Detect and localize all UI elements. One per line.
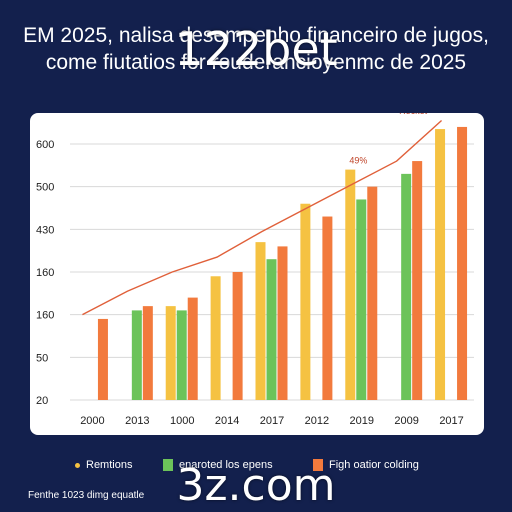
- bar-1: [345, 169, 356, 400]
- annotation-label: Rocket: [399, 113, 428, 116]
- legend-item-2: enaroted los epens: [163, 459, 273, 471]
- x-tick-label: 2017: [260, 415, 284, 427]
- y-tick-label: 160: [36, 310, 54, 322]
- x-tick-label: 2013: [125, 415, 149, 427]
- legend-swatch-1: [75, 462, 80, 468]
- bar-3: [412, 161, 423, 400]
- x-tick-label: 2019: [350, 415, 374, 427]
- legend-label-3: Figh oatior colding: [329, 459, 419, 471]
- bar-1: [300, 203, 311, 400]
- y-tick-label: 600: [36, 139, 54, 151]
- bar-1: [210, 276, 221, 400]
- legend-swatch-3: [313, 459, 323, 471]
- bar-1: [255, 242, 266, 400]
- trend-line: [82, 120, 443, 316]
- legend-label-1: Remtions: [86, 459, 133, 471]
- bar-3: [277, 246, 288, 400]
- x-tick-label: 2017: [439, 415, 463, 427]
- y-tick-label: 500: [36, 182, 54, 194]
- bar-3: [97, 318, 108, 400]
- bar-chart: 20 50 160 160 430 500 600 2000 2013 1000 2014 2017 2…: [36, 113, 474, 427]
- annotation-percent: 49%: [349, 155, 367, 165]
- bar-3: [457, 126, 468, 400]
- bar-3: [367, 186, 378, 400]
- legend-item-3: Figh oatior colding: [313, 459, 419, 471]
- bar-1: [165, 306, 176, 400]
- bar-2: [176, 310, 187, 400]
- legend-item-1: Remtions: [75, 459, 132, 471]
- chart-title: EM 2025, nalisa desempenho financeiro de…: [0, 22, 512, 76]
- bar-3: [187, 297, 198, 400]
- watermark-bottom: 3z.com: [176, 460, 336, 511]
- bar-2: [401, 173, 412, 400]
- bar-1: [435, 129, 446, 401]
- bar-2: [356, 199, 367, 400]
- bar-2: [266, 259, 277, 400]
- legend-label-2: enaroted los epens: [179, 459, 273, 471]
- y-tick-label: 430: [36, 224, 54, 236]
- x-tick-label: 2012: [305, 415, 329, 427]
- y-tick-label: 50: [36, 352, 48, 364]
- bar-3: [142, 306, 153, 400]
- bar-3: [322, 216, 333, 400]
- bar-3: [232, 272, 243, 400]
- title-line-1: EM 2025, nalisa desempenho financeiro de…: [23, 24, 489, 47]
- title-line-2: come fiutatios for rouderancioyenmc de 2…: [45, 51, 467, 74]
- y-tick-label: 20: [36, 395, 48, 407]
- x-tick-label: 1000: [170, 415, 194, 427]
- x-tick-label: 2014: [215, 415, 239, 427]
- x-tick-label: 2009: [394, 415, 418, 427]
- footnote: Fenthe 1023 dimg equatle: [28, 490, 145, 501]
- chart-panel: 20 50 160 160 430 500 600 2000 2013 1000 2014 2017 2…: [30, 113, 484, 435]
- watermark-top: 122bet: [174, 22, 338, 76]
- x-tick-label: 2000: [80, 415, 104, 427]
- bar-2: [131, 310, 142, 400]
- legend-swatch-2: [163, 459, 173, 471]
- y-tick-label: 160: [36, 267, 54, 279]
